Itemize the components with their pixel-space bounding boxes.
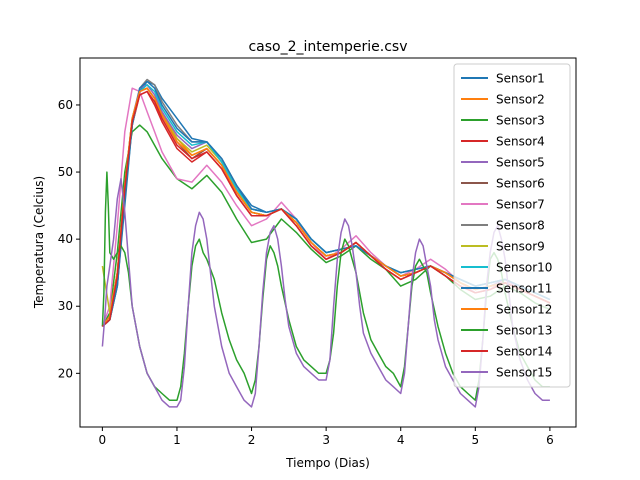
x-axis-label: Tiempo (Dias) <box>285 456 370 470</box>
y-tick-label: 60 <box>58 98 73 112</box>
legend-label-11: Sensor11 <box>496 282 552 296</box>
y-axis-label: Temperatura (Celcius) <box>32 176 46 309</box>
x-tick-label: 3 <box>322 433 330 447</box>
y-tick-label: 50 <box>58 165 73 179</box>
legend-label-8: Sensor8 <box>496 219 545 233</box>
x-tick-label: 5 <box>471 433 479 447</box>
x-tick-label: 0 <box>99 433 107 447</box>
y-tick-label: 40 <box>58 232 73 246</box>
legend-box <box>453 63 571 388</box>
legend-label-15: Sensor15 <box>496 366 552 380</box>
y-tick-label: 20 <box>58 366 73 380</box>
legend-label-14: Sensor14 <box>496 345 552 359</box>
chart-title: caso_2_intemperie.csv <box>248 39 407 55</box>
legend-label-13: Sensor13 <box>496 324 552 338</box>
legend-label-5: Sensor5 <box>496 156 545 170</box>
legend-label-10: Sensor10 <box>496 261 552 275</box>
x-tick-label: 4 <box>397 433 405 447</box>
x-tick-label: 1 <box>173 433 181 447</box>
legend-label-7: Sensor7 <box>496 198 545 212</box>
y-axis: 20 30 40 50 60 <box>58 98 80 380</box>
x-axis: 0 1 2 3 4 5 6 <box>99 427 554 447</box>
legend-label-3: Sensor3 <box>496 114 545 128</box>
legend-label-12: Sensor12 <box>496 303 552 317</box>
series-line-13 <box>101 171 550 401</box>
legend-label-4: Sensor4 <box>496 135 545 149</box>
y-tick-label: 30 <box>58 299 73 313</box>
x-tick-label: 2 <box>248 433 256 447</box>
plot-frame <box>79 57 577 428</box>
legend-label-1: Sensor1 <box>496 72 545 86</box>
legend-label-2: Sensor2 <box>496 93 545 107</box>
series-line-15 <box>101 178 550 408</box>
legend-label-6: Sensor6 <box>496 177 545 191</box>
legend: Sensor1 Sensor2 Sensor3 Sensor4 Sensor5 Senso… <box>453 63 571 388</box>
legend-label-9: Sensor9 <box>496 240 545 254</box>
x-tick-label: 6 <box>546 433 554 447</box>
